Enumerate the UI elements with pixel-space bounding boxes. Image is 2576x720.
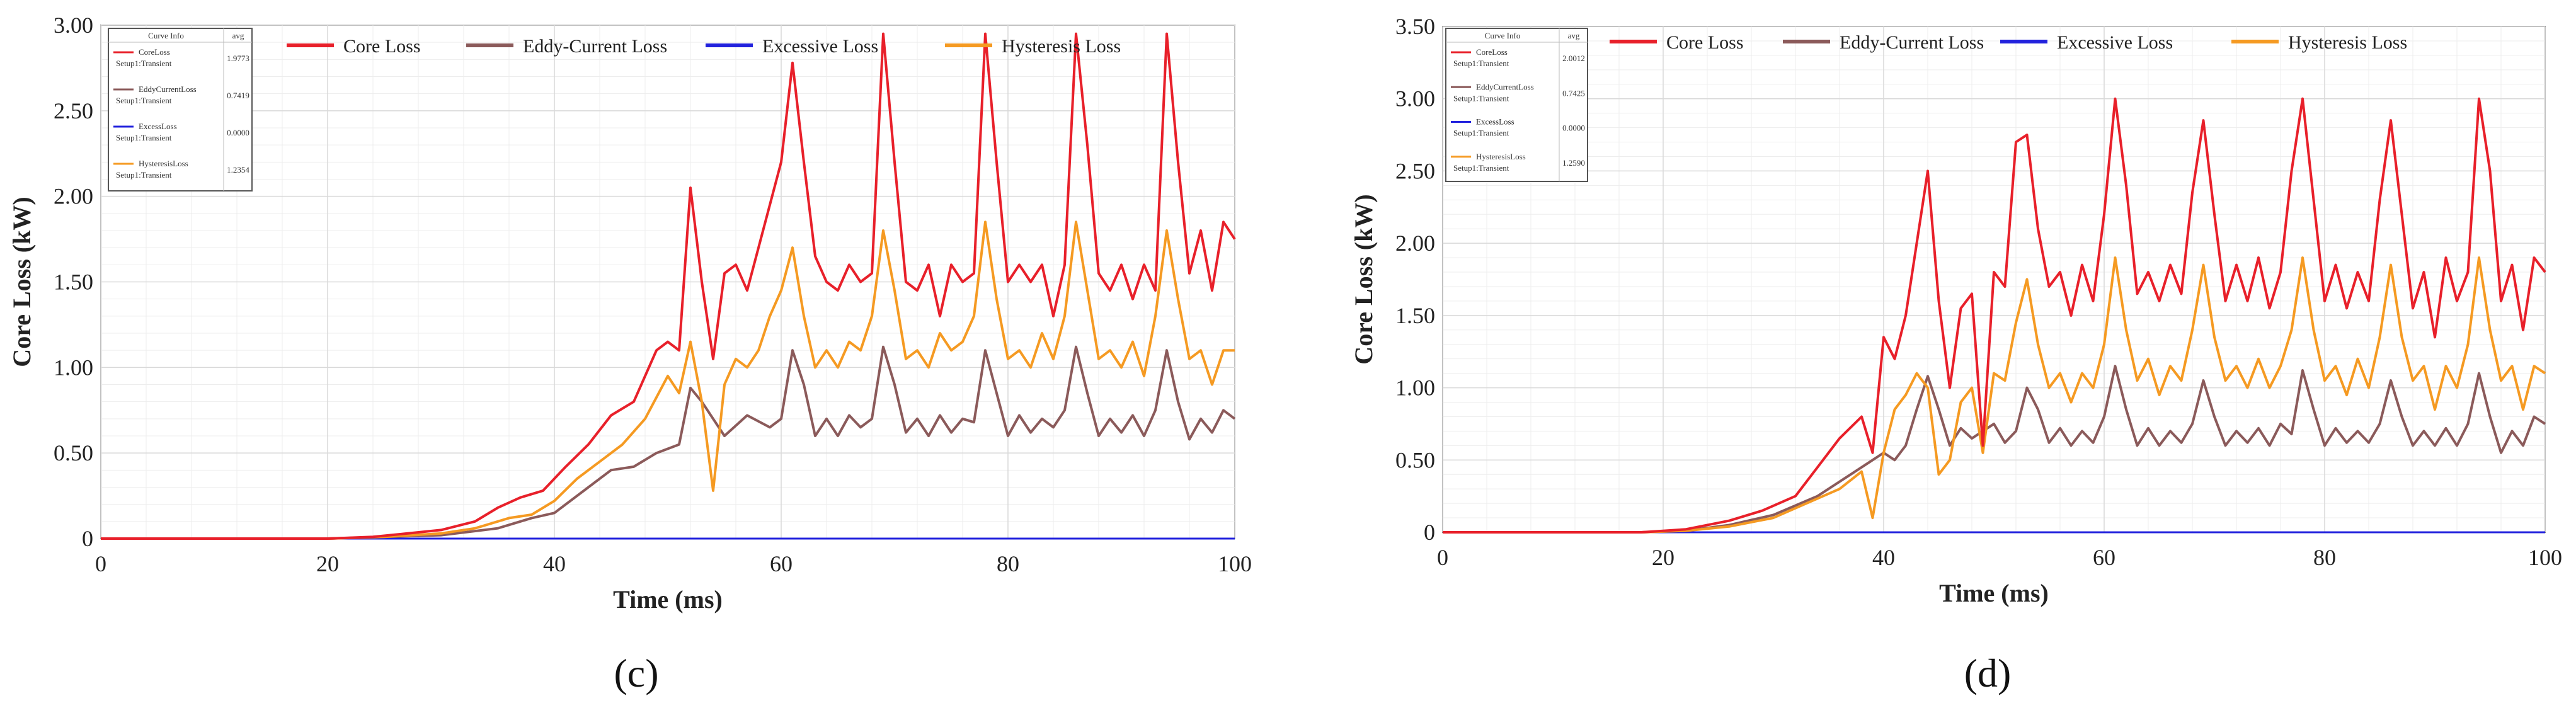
curve-info-box: Curve Info avg CoreLoss Setup1:Transient 1.9…: [108, 28, 253, 191]
curve-info-name: EddyCurrentLoss: [139, 84, 197, 94]
legend-label-core: Core Loss: [343, 36, 421, 57]
curve-info-name: ExcessLoss: [139, 122, 177, 131]
x-tick-label: 0: [1437, 545, 1448, 570]
legend-label-hyst: Hysteresis Loss: [1002, 36, 1121, 57]
x-tick-label: 80: [997, 551, 1019, 576]
y-tick-label: 1.50: [1395, 303, 1435, 328]
legend-label-core: Core Loss: [1666, 32, 1744, 53]
panel-label: (c): [614, 651, 658, 695]
curve-info-header: Curve Info: [1485, 31, 1521, 40]
legend-label-eddy: Eddy-Current Loss: [1840, 32, 1984, 53]
legend-label-hyst: Hysteresis Loss: [2288, 32, 2407, 53]
y-tick-label: 0.50: [1395, 447, 1435, 472]
series-line-eddy: [101, 345, 1236, 540]
panel-label: (d): [1964, 651, 2012, 695]
x-tick-label: 20: [1652, 545, 1674, 570]
x-tick-label: 80: [2313, 545, 2336, 570]
y-axis-label: Core Loss (kW): [1349, 194, 1378, 364]
legend-label-excess: Excessive Loss: [762, 36, 878, 57]
curve-info-setup: Setup1:Transient: [116, 170, 172, 180]
x-tick-label: 100: [1218, 551, 1252, 576]
x-tick-label: 60: [770, 551, 793, 576]
series-line-hyst: [1443, 256, 2546, 534]
curve-info-name: CoreLoss: [139, 47, 170, 57]
curve-info-name: HysteresisLoss: [139, 159, 188, 168]
y-tick-label: 2.00: [1395, 231, 1435, 256]
y-tick-label: 0.50: [54, 440, 93, 466]
y-tick-label: 0: [1424, 520, 1435, 545]
y-tick-label: 1.50: [54, 270, 93, 295]
curve-info-setup: Setup1:Transient: [1453, 129, 1509, 138]
series-line-core: [1443, 97, 2546, 534]
curve-info-setup: Setup1:Transient: [116, 133, 172, 142]
x-tick-label: 100: [2528, 545, 2562, 570]
curve-info-avg: 0.0000: [227, 128, 249, 137]
y-tick-label: 3.50: [1395, 14, 1435, 39]
curve-info-header: Curve Info: [148, 31, 184, 40]
curve-info-avg-header: avg: [1568, 31, 1580, 40]
x-tick-label: 0: [95, 551, 106, 576]
curve-info-setup: Setup1:Transient: [1453, 93, 1509, 103]
series-line-core: [101, 32, 1236, 540]
curve-info-avg: 0.0000: [1562, 123, 1585, 133]
curve-info-avg: 1.2354: [227, 165, 249, 174]
curve-info-avg: 0.7425: [1562, 88, 1585, 98]
legend-label-eddy: Eddy-Current Loss: [523, 36, 667, 57]
curve-info-avg: 1.9773: [227, 54, 249, 63]
y-tick-label: 0: [82, 526, 93, 551]
y-tick-label: 2.50: [54, 98, 93, 123]
x-tick-label: 20: [316, 551, 339, 576]
x-axis-label: Time (ms): [613, 585, 723, 614]
curve-info-name: EddyCurrentLoss: [1476, 82, 1534, 91]
curve-info-name: ExcessLoss: [1476, 117, 1514, 127]
curve-info-name: HysteresisLoss: [1476, 152, 1526, 161]
curve-info-box: Curve Info avg CoreLoss Setup1:Transient 2.0…: [1445, 28, 1588, 182]
curve-info-name: CoreLoss: [1476, 47, 1508, 57]
curve-info-avg: 1.2590: [1562, 158, 1585, 168]
y-tick-label: 1.00: [1395, 375, 1435, 401]
x-tick-label: 60: [2093, 545, 2115, 570]
series-line-eddy: [1443, 365, 2546, 534]
curve-info-avg: 0.7419: [227, 91, 249, 100]
x-tick-label: 40: [543, 551, 566, 576]
y-tick-label: 3.00: [54, 13, 93, 38]
y-tick-label: 2.00: [54, 184, 93, 209]
curve-info-setup: Setup1:Transient: [1453, 59, 1509, 68]
chart-panel-d: 0 0.50 1.00 1.50 2.00 2.50 3.00 3.50 0 20 40 60 80 10…: [1349, 14, 2562, 695]
y-tick-label: 1.00: [54, 355, 93, 380]
series-line-hyst: [101, 220, 1235, 540]
x-axis-label: Time (ms): [1939, 579, 2049, 607]
curve-info-setup: Setup1:Transient: [1453, 163, 1509, 173]
curve-info-avg-header: avg: [232, 31, 244, 40]
chart-panel-c: 0 0.50 1.00 1.50 2.00 2.50 3.00 0 20 40 60 80 100 Tim…: [8, 13, 1252, 695]
y-axis-label: Core Loss (kW): [8, 197, 36, 367]
curve-info-avg: 2.0012: [1562, 54, 1585, 63]
curve-info-setup: Setup1:Transient: [116, 59, 172, 68]
y-tick-label: 2.50: [1395, 158, 1435, 183]
x-tick-label: 40: [1872, 545, 1895, 570]
legend-label-excess: Excessive Loss: [2057, 32, 2173, 53]
y-tick-label: 3.00: [1395, 86, 1435, 111]
curve-info-setup: Setup1:Transient: [116, 96, 172, 105]
